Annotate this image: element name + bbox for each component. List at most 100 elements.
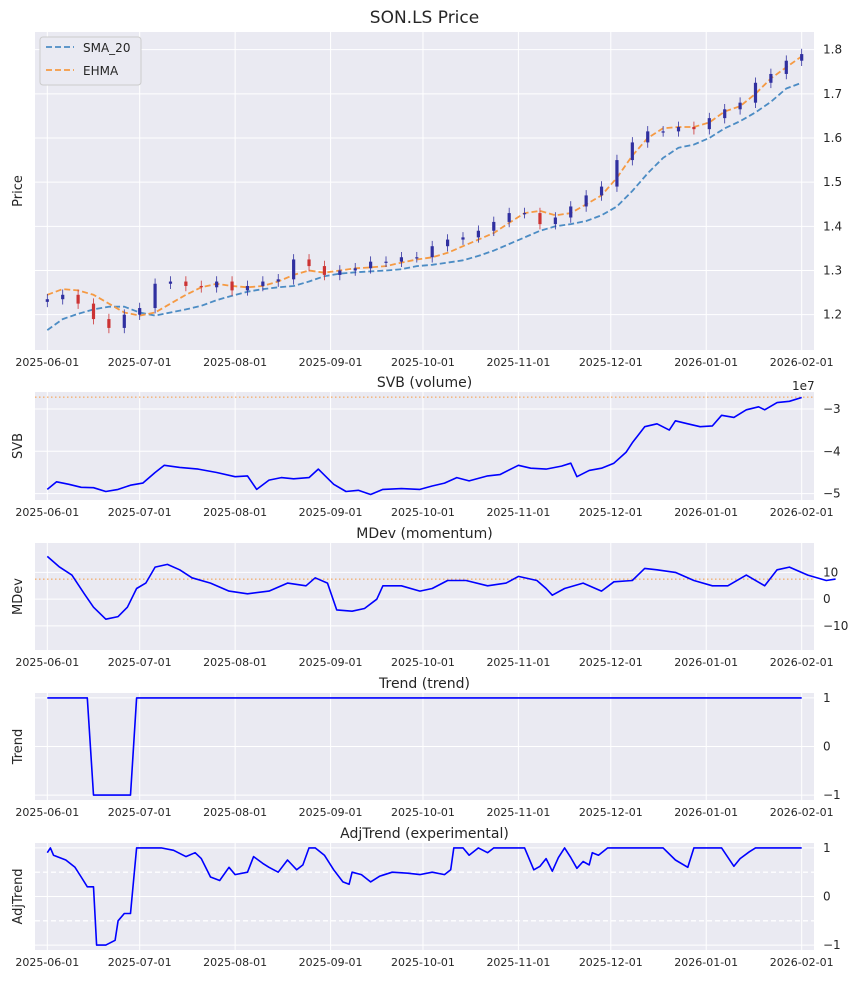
x-tick-label: 2025-12-01 [579, 956, 643, 969]
y-axis-label: AdjTrend [11, 868, 26, 924]
legend-label: EHMA [83, 64, 119, 78]
candle-body [538, 213, 542, 225]
x-tick-label: 2025-08-01 [203, 506, 267, 519]
candle-body [184, 281, 188, 286]
y-tick-label: 1.3 [823, 264, 842, 278]
panel-trend: 2025-06-01 2025-07-01 2025-08-01 2025-09-01… [11, 676, 841, 819]
candle-body [199, 285, 203, 288]
candle-body [492, 221, 496, 231]
y-tick-label: 1.2 [823, 308, 842, 322]
candle-body [45, 299, 49, 302]
candle-body [122, 314, 126, 328]
candle-body [430, 246, 434, 258]
panel-mdev: 2025-06-01 2025-07-01 2025-08-01 2025-09-01… [11, 526, 848, 669]
y-tick-label: −4 [823, 444, 841, 458]
y-axis-label: Price [11, 175, 26, 207]
panel-title: SVB (volume) [377, 375, 472, 391]
x-tick-label: 2026-02-01 [770, 806, 834, 819]
x-tick-label: 2025-07-01 [108, 656, 172, 669]
panel-title: MDev (momentum) [356, 526, 492, 542]
candle-body [615, 160, 619, 187]
candle-body [322, 266, 327, 275]
panel-title: SON.LS Price [370, 8, 479, 28]
x-tick-label: 2025-06-01 [15, 806, 79, 819]
series-line-trend [47, 697, 802, 796]
plot-area-svb [35, 392, 814, 500]
x-tick-label: 2025-07-01 [108, 356, 172, 369]
y-tick-label: 1.7 [823, 87, 842, 101]
y-axis-label: Trend [11, 729, 26, 766]
candle-body [61, 294, 65, 300]
x-tick-label: 2025-12-01 [579, 656, 643, 669]
x-tick-label: 2025-11-01 [486, 356, 550, 369]
panel-adjtrend: 2025-06-01 2025-07-01 2025-08-01 2025-09-01… [11, 826, 841, 969]
legend-label: SMA_20 [83, 41, 130, 55]
candle-body [522, 213, 527, 215]
y-tick-label: 1.8 [823, 43, 842, 57]
x-tick-label: 2026-02-01 [770, 656, 834, 669]
candle-body [261, 281, 265, 286]
candle-body [399, 257, 404, 262]
x-tick-label: 2025-06-01 [15, 956, 79, 969]
y-tick-label: 1.4 [823, 219, 842, 233]
candle-body [769, 73, 773, 83]
candle-body [646, 131, 650, 143]
candle-body [168, 281, 173, 284]
candle-body [800, 54, 804, 61]
panel-price: 2025-06-01 2025-07-01 2025-08-01 2025-09-01… [11, 8, 842, 369]
candle-body [738, 102, 742, 110]
candle-body [753, 82, 758, 103]
x-tick-label: 2025-12-01 [579, 506, 643, 519]
x-tick-label: 2026-01-01 [674, 956, 738, 969]
y-axis-label: MDev [11, 578, 26, 615]
panel-title: Trend (trend) [378, 676, 470, 692]
x-tick-label: 2025-06-01 [15, 656, 79, 669]
y-tick-label: 1 [823, 841, 831, 855]
candle-body [784, 60, 788, 74]
y-tick-label: 10 [823, 565, 838, 579]
y-tick-label: 0 [823, 740, 831, 754]
candle-body [707, 118, 711, 130]
x-tick-label: 2025-07-01 [108, 956, 172, 969]
candle-body [353, 268, 357, 271]
x-tick-label: 2025-08-01 [203, 656, 267, 669]
y-tick-label: −5 [823, 487, 841, 501]
x-tick-label: 2025-09-01 [299, 656, 363, 669]
y-tick-label: 0 [823, 890, 831, 904]
candle-body [384, 261, 388, 263]
panel-title: AdjTrend (experimental) [340, 826, 509, 842]
x-tick-label: 2026-02-01 [770, 956, 834, 969]
candlestick-group [45, 48, 804, 334]
x-tick-label: 2025-09-01 [299, 956, 363, 969]
legend: SMA_20 EHMA [39, 36, 142, 86]
candle-body [630, 142, 634, 161]
candle-body [107, 319, 111, 328]
y-tick-label: −1 [823, 788, 841, 802]
candle-body [415, 257, 419, 259]
x-tick-label: 2025-12-01 [579, 356, 643, 369]
y-tick-label: 1.5 [823, 175, 842, 189]
x-tick-label: 2025-09-01 [299, 506, 363, 519]
x-tick-label: 2026-02-01 [770, 506, 834, 519]
series-line-mdev [46, 555, 836, 620]
x-tick-label: 2025-09-01 [299, 806, 363, 819]
candle-body [338, 270, 342, 275]
x-tick-label: 2025-08-01 [203, 806, 267, 819]
x-tick-label: 2026-01-01 [674, 506, 738, 519]
x-tick-label: 2025-10-01 [391, 656, 455, 669]
x-tick-label: 2026-02-01 [770, 356, 834, 369]
candle-body [584, 195, 588, 207]
candle-body [461, 237, 465, 240]
y-axis-label: SVB [11, 433, 26, 459]
legend-box [39, 36, 142, 86]
x-tick-label: 2025-12-01 [579, 806, 643, 819]
series-line-adjtrend [46, 847, 802, 946]
x-tick-label: 2026-01-01 [674, 656, 738, 669]
x-tick-label: 2025-10-01 [391, 356, 455, 369]
candle-body [292, 259, 296, 280]
x-tick-label: 2025-07-01 [108, 506, 172, 519]
candle-body [215, 281, 219, 288]
y-tick-label: −1 [823, 938, 841, 952]
candle-body [245, 285, 250, 291]
